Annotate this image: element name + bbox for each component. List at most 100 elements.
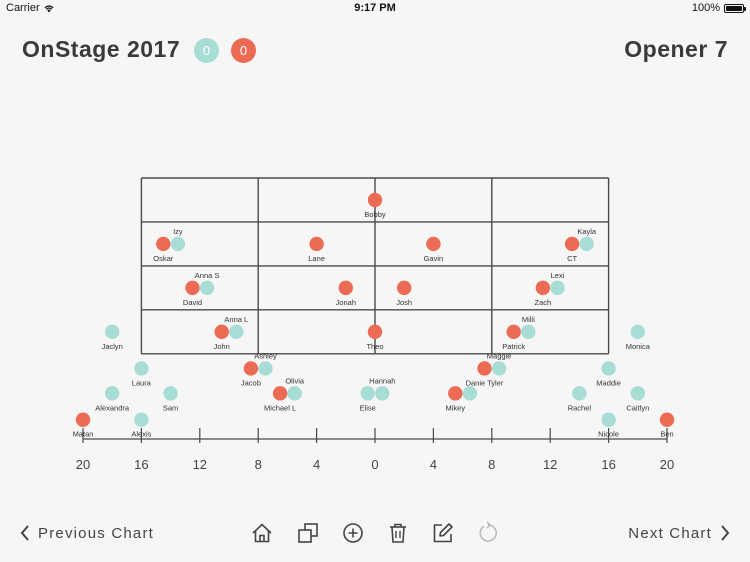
performer-marker[interactable] bbox=[367, 192, 383, 208]
performer-gavin[interactable]: Gavin bbox=[424, 236, 444, 263]
performer-michael-l[interactable]: Michael L bbox=[264, 386, 296, 412]
performer-oskar[interactable]: Oskar bbox=[153, 236, 174, 263]
performer-marker[interactable] bbox=[134, 361, 149, 376]
performer-marker[interactable] bbox=[272, 386, 288, 401]
performer-marker[interactable] bbox=[601, 412, 616, 427]
performer-marker[interactable] bbox=[630, 386, 645, 401]
performer-marker[interactable] bbox=[185, 280, 200, 296]
performer-marker[interactable] bbox=[572, 386, 587, 401]
performer-marker[interactable] bbox=[134, 412, 149, 427]
performer-name: Alexandra bbox=[95, 403, 130, 412]
performer-marker[interactable] bbox=[163, 386, 178, 401]
performer-ben[interactable]: Ben bbox=[659, 412, 675, 439]
performer-maggie[interactable]: Maggie bbox=[487, 351, 512, 376]
performer-marker[interactable] bbox=[156, 236, 171, 252]
performer-marker[interactable] bbox=[229, 324, 244, 340]
performer-ct[interactable]: CT bbox=[564, 236, 580, 263]
performer-marker[interactable] bbox=[521, 324, 536, 340]
home-icon[interactable] bbox=[249, 520, 275, 546]
performer-marker[interactable] bbox=[426, 236, 441, 252]
performer-mikey[interactable]: Mikey bbox=[446, 386, 466, 412]
performer-marker[interactable] bbox=[462, 386, 478, 401]
performer-alexis[interactable]: Alexis bbox=[131, 412, 152, 439]
stage-chart[interactable]: 20 16 12 8 4 0 4 8 12 16 20 Bobby Izy Oskar Lane Gavin… bbox=[0, 0, 750, 500]
performer-anna-l[interactable]: Anna L bbox=[224, 315, 248, 340]
performer-danie-tyler[interactable]: Danie Tyler bbox=[466, 361, 504, 387]
performer-olivia[interactable]: Olivia bbox=[285, 376, 305, 401]
performer-marker[interactable] bbox=[214, 324, 229, 340]
performer-marker[interactable] bbox=[448, 386, 463, 401]
trash-icon[interactable] bbox=[385, 520, 411, 546]
performer-jacob[interactable]: Jacob bbox=[241, 361, 261, 387]
performer-alexandra[interactable]: Alexandra bbox=[95, 386, 130, 412]
performer-marker[interactable] bbox=[309, 236, 324, 252]
performer-name: Elise bbox=[360, 403, 376, 412]
performer-elise[interactable]: Elise bbox=[360, 386, 376, 412]
performer-izy[interactable]: Izy bbox=[170, 227, 186, 252]
performer-marker[interactable] bbox=[367, 324, 383, 340]
performer-rachel[interactable]: Rachel bbox=[568, 386, 592, 412]
performer-theo[interactable]: Theo bbox=[366, 324, 384, 351]
performer-marker[interactable] bbox=[360, 386, 375, 401]
red-counter-badge[interactable]: 0 bbox=[231, 38, 256, 63]
undo-icon[interactable] bbox=[475, 520, 501, 546]
performer-marker[interactable] bbox=[75, 412, 91, 427]
performer-marker[interactable] bbox=[105, 386, 120, 401]
performer-marker[interactable] bbox=[258, 361, 273, 376]
battery-group: 100% bbox=[692, 2, 746, 14]
ruler-label: 4 bbox=[313, 457, 320, 472]
performer-marker[interactable] bbox=[375, 386, 390, 401]
green-counter-badge[interactable]: 0 bbox=[194, 38, 219, 63]
performer-jaclyn[interactable]: Jaclyn bbox=[102, 324, 123, 351]
performer-name: Rachel bbox=[568, 403, 592, 412]
performer-marker[interactable] bbox=[601, 361, 616, 376]
performer-david[interactable]: David bbox=[183, 280, 202, 307]
performer-marker[interactable] bbox=[338, 280, 353, 296]
performer-marker[interactable] bbox=[477, 361, 492, 376]
performer-marker[interactable] bbox=[170, 236, 186, 252]
performer-laura[interactable]: Laura bbox=[132, 361, 152, 387]
performer-name: Monica bbox=[626, 342, 651, 351]
performer-marker[interactable] bbox=[397, 280, 412, 296]
performer-caitlyn[interactable]: Caitlyn bbox=[626, 386, 649, 412]
performer-nicole[interactable]: Nicole bbox=[598, 412, 619, 439]
performers-layer[interactable]: Bobby Izy Oskar Lane Gavin Kayla CT Anna S David… bbox=[73, 192, 675, 439]
performer-marker[interactable] bbox=[659, 412, 675, 427]
performer-john[interactable]: John bbox=[214, 324, 230, 351]
performer-ashley[interactable]: Ashley bbox=[254, 351, 277, 376]
ruler-label: 12 bbox=[193, 457, 207, 472]
performer-josh[interactable]: Josh bbox=[396, 280, 412, 307]
add-icon[interactable] bbox=[340, 520, 366, 546]
performer-milli[interactable]: Milli bbox=[521, 315, 536, 340]
performer-marker[interactable] bbox=[506, 324, 521, 340]
performer-monica[interactable]: Monica bbox=[626, 324, 651, 351]
performer-matan[interactable]: Matan bbox=[73, 412, 94, 439]
performer-patrick[interactable]: Patrick bbox=[502, 324, 525, 351]
performer-lane[interactable]: Lane bbox=[308, 236, 325, 263]
performer-name: John bbox=[214, 342, 230, 351]
performer-marker[interactable] bbox=[579, 236, 594, 252]
performer-marker[interactable] bbox=[287, 386, 302, 401]
performer-bobby[interactable]: Bobby bbox=[364, 192, 386, 219]
performer-kayla[interactable]: Kayla bbox=[577, 227, 597, 252]
performer-maddie[interactable]: Maddie bbox=[596, 361, 621, 387]
performer-marker[interactable] bbox=[105, 324, 120, 340]
battery-icon bbox=[724, 3, 746, 13]
performer-hannah[interactable]: Hannah bbox=[369, 376, 395, 401]
duplicate-icon[interactable] bbox=[295, 520, 321, 546]
performer-marker[interactable] bbox=[630, 324, 645, 340]
performer-marker[interactable] bbox=[491, 361, 507, 376]
next-chart-button[interactable]: Next Chart bbox=[628, 518, 730, 548]
performer-marker[interactable] bbox=[535, 280, 551, 296]
performer-jonah[interactable]: Jonah bbox=[336, 280, 356, 307]
performer-marker[interactable] bbox=[243, 361, 259, 376]
performer-marker[interactable] bbox=[199, 280, 215, 296]
performer-lexi[interactable]: Lexi bbox=[550, 271, 565, 296]
performer-zach[interactable]: Zach bbox=[535, 280, 552, 307]
previous-chart-button[interactable]: Previous Chart bbox=[20, 518, 154, 548]
performer-anna-s[interactable]: Anna S bbox=[195, 271, 220, 296]
performer-sam[interactable]: Sam bbox=[163, 386, 178, 412]
performer-marker[interactable] bbox=[550, 280, 565, 296]
performer-marker[interactable] bbox=[564, 236, 580, 252]
edit-icon[interactable] bbox=[430, 520, 456, 546]
